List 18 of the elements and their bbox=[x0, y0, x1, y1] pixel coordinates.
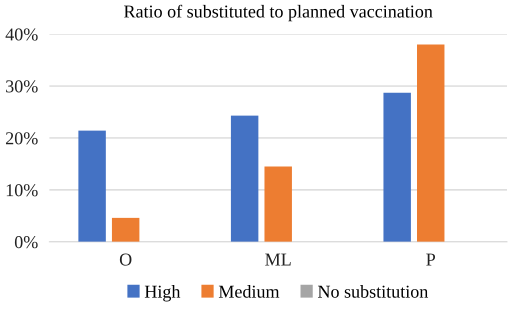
y-tick-label: 30% bbox=[6, 80, 38, 93]
legend-label: High bbox=[144, 285, 180, 302]
bar bbox=[112, 218, 140, 242]
bar bbox=[383, 92, 411, 242]
bar bbox=[78, 130, 106, 242]
y-tick-label: 20% bbox=[6, 132, 38, 144]
legend-label: No substitution bbox=[318, 285, 428, 298]
y-tick-label: 40% bbox=[6, 28, 38, 41]
bar bbox=[230, 116, 258, 242]
legend-label: Medium bbox=[218, 285, 280, 298]
chart-title: Ratio of substituted to planned vaccination bbox=[124, 4, 433, 22]
bar bbox=[417, 44, 444, 242]
bar bbox=[264, 166, 292, 242]
x-tick-label: P bbox=[426, 254, 436, 266]
y-tick-label: 10% bbox=[6, 184, 38, 196]
x-tick-label: O bbox=[120, 253, 132, 266]
x-tick-label: ML bbox=[265, 254, 291, 266]
y-tick-label: 0% bbox=[14, 236, 38, 248]
